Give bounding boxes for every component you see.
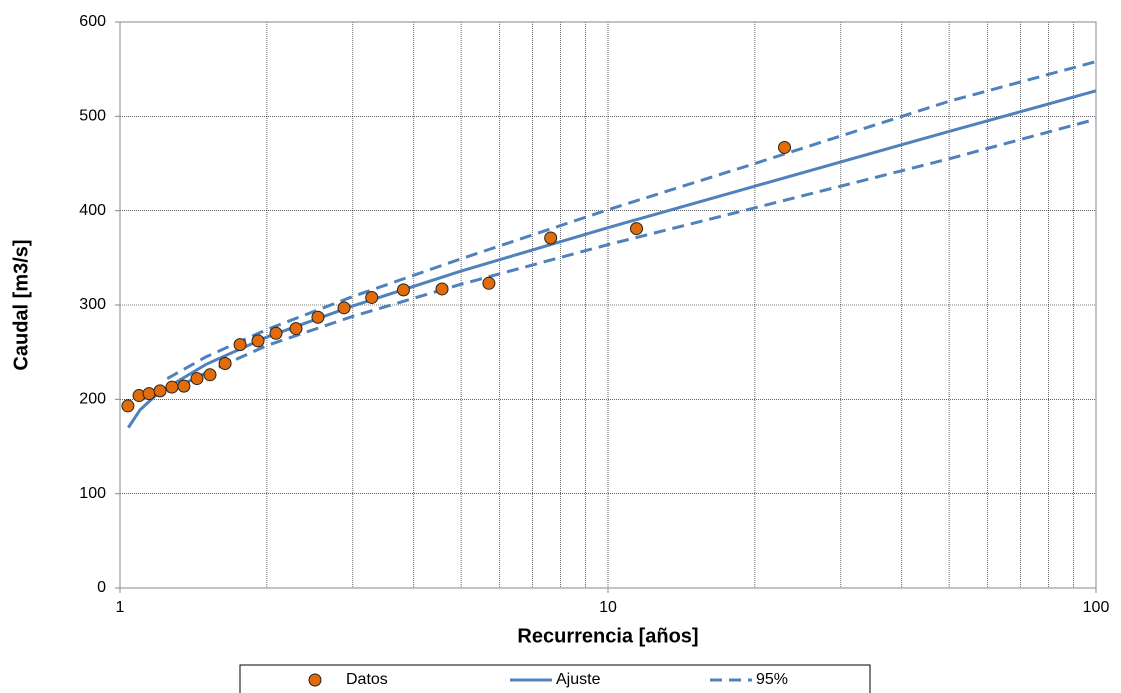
data-point	[233, 338, 247, 352]
y-tick-label: 600	[79, 13, 106, 30]
data-point	[203, 368, 217, 382]
y-tick-label: 0	[97, 579, 106, 596]
data-point	[142, 387, 156, 401]
x-tick-label: 100	[1083, 599, 1110, 616]
line-series	[166, 60, 1097, 380]
y-tick-label: 300	[79, 296, 106, 313]
data-point	[190, 372, 204, 386]
x-tick-label: 1	[116, 599, 125, 616]
y-tick-label: 200	[79, 391, 106, 408]
data-point	[396, 283, 410, 297]
legend-label: Datos	[346, 671, 388, 688]
y-axis-title: Caudal [m3/s]	[10, 239, 32, 370]
y-tick-label: 100	[79, 485, 106, 502]
x-axis-title: Recurrencia [años]	[517, 625, 698, 647]
data-point	[289, 322, 303, 336]
data-point	[165, 380, 179, 394]
legend-marker	[308, 673, 322, 687]
plot-frame	[119, 21, 1097, 589]
data-point	[251, 334, 265, 348]
line-series	[127, 89, 1097, 429]
data-point	[269, 326, 283, 340]
data-point	[121, 399, 135, 413]
x-tick-label: 10	[599, 599, 617, 616]
legend-box	[239, 664, 871, 693]
legend-label: 95%	[756, 671, 788, 688]
data-point	[482, 276, 496, 290]
data-point	[778, 140, 792, 154]
data-point	[177, 379, 191, 393]
data-point	[365, 290, 379, 304]
line-series	[166, 117, 1097, 394]
data-point	[435, 282, 449, 296]
data-point	[630, 222, 644, 236]
y-tick-label: 500	[79, 108, 106, 125]
y-tick-label: 400	[79, 202, 106, 219]
data-point	[544, 231, 558, 245]
data-point	[218, 356, 232, 370]
data-point	[337, 301, 351, 315]
data-point	[153, 384, 167, 398]
legend-label: Ajuste	[556, 671, 601, 688]
data-point	[311, 310, 325, 324]
